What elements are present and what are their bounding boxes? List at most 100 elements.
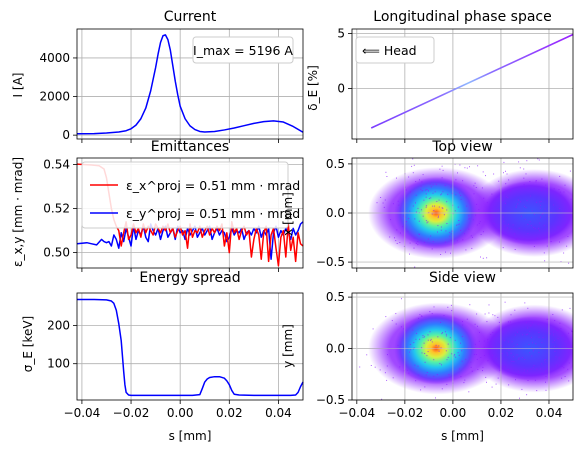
topview-speck [524,205,525,207]
topview-speck [473,185,475,187]
topview-speck [497,196,499,198]
topview-speck [398,204,400,206]
topview-speck [442,191,444,193]
topview-speck [445,251,446,253]
sideview-speck [568,332,570,334]
topview-speck [479,221,481,223]
topview-speck [482,171,484,173]
sideview-speck [490,334,492,335]
ylabel-side-view: y [mm] [281,324,295,368]
topview-speck [493,222,495,224]
topview-speck [541,213,543,215]
topview-speck [438,199,440,201]
topview-speck [529,221,531,223]
topview-speck [543,252,545,254]
topview-speck [563,191,565,193]
topview-speck [540,190,542,192]
topview-speck [400,232,401,234]
current-ytick-label: 2000 [39,90,70,104]
sideview-speck [430,338,432,340]
sideview-speck [499,369,501,371]
topview-speck [559,191,561,193]
topview-speck [525,207,527,209]
sideview-speck [416,332,418,334]
topview-speck [414,266,416,268]
topview-ytick-label: −0.5 [316,255,345,269]
topview-speck [535,180,537,181]
topview-speck [441,165,443,167]
topview-speck [542,213,544,214]
sideview-speck [424,353,426,354]
sideview-speck [409,344,411,345]
phase-ytick-label: 0 [337,81,345,95]
sideview-speck [424,361,426,363]
topview-speck [567,236,569,237]
topview-speck [432,205,434,207]
topview-speck [485,175,486,177]
espread-xtick-label: 0.02 [216,406,243,420]
sideview-speck [553,331,555,333]
sideview-speck [392,377,394,379]
sideview-speck [557,338,559,340]
topview-speck [438,206,440,208]
sideview-speck [516,343,518,345]
sideview-speck [397,344,399,346]
topview-speck [412,172,414,174]
sideview-speck [438,350,440,352]
sideview-speck [470,366,472,368]
sideview-speck [399,366,401,368]
topview-speck [526,160,528,162]
topview-speck [503,172,504,174]
sideview-speck [567,368,569,370]
topview-speck [418,233,420,235]
sideview-speck [504,365,506,367]
topview-speck [422,174,424,176]
topview-speck [450,240,452,241]
emittance-legend-y: ε_y^proj = 0.51 mm · mrad [126,206,300,221]
sideview-speck [513,361,515,363]
sideview-speck [483,346,485,348]
sideview-speck [435,397,436,399]
sideview-speck [473,354,475,355]
topview-speck [568,262,570,264]
sideview-speck [553,334,554,336]
topview-speck [399,242,401,243]
title-current: Current [164,9,217,25]
sideview-speck [403,328,405,330]
sideview-speck [441,388,443,390]
sideview-speck [421,347,423,349]
topview-speck [518,227,520,229]
sideview-speck [488,304,490,306]
sideview-speck [561,366,563,367]
topview-density [368,158,573,268]
current-frame [76,28,304,140]
topview-speck [473,193,475,195]
topview-speck [446,223,448,224]
sideview-speck [518,358,520,360]
sideview-speck [564,288,565,289]
sideview-speck [509,321,511,323]
sideview-speck [532,322,533,324]
topview-speck [510,228,512,230]
topview-speck [462,180,464,182]
sideview-xtick-label: 0.04 [536,406,563,420]
topview-speck [523,177,525,179]
topview-speck [480,256,481,258]
sideview-speck [508,349,510,351]
sideview-speck [424,336,425,338]
sideview-speck [536,390,538,392]
topview-speck [518,199,519,201]
topview-speck [434,191,436,193]
topview-speck [429,183,431,185]
title-emittances: Emittances [151,139,229,155]
sideview-speck [462,321,463,323]
topview-speck [428,197,430,199]
sideview-speck [470,361,472,363]
sideview-speck [487,339,488,341]
topview-speck [537,158,539,160]
sideview-speck [451,328,453,330]
sideview-speck [492,354,494,356]
topview-speck [465,249,467,251]
topview-speck [523,184,525,186]
sideview-speck [549,333,551,335]
